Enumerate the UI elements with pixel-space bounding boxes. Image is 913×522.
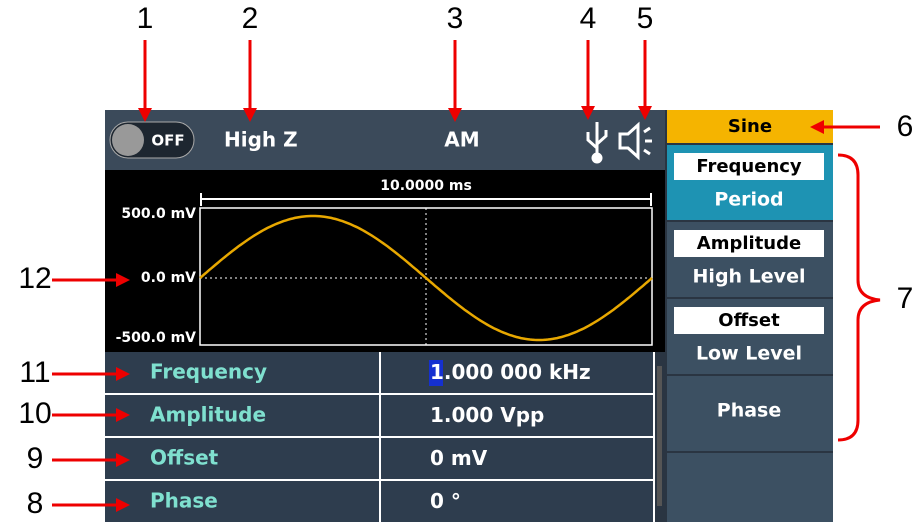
arrow-head [116,367,130,381]
arrow-head [116,273,130,287]
param-name: Phase [150,489,218,513]
mode-label: AM [444,128,479,152]
toggle-label: OFF [151,132,184,150]
arrow-head [581,106,595,120]
span-marker [200,193,652,206]
menu-alternate: Period [714,189,783,211]
menu-alternate: Low Level [696,343,802,365]
menu-title-bg [667,110,833,143]
cursor-digit: 1 [430,360,444,384]
y-label: -500.0 mV [116,330,197,346]
menu-alternate: High Level [693,266,806,288]
y-label: 500.0 mV [121,206,196,222]
callout-number: 9 [27,442,44,475]
value-text: .000 000 kHz [444,360,591,384]
param-name-cell[interactable] [105,352,379,393]
param-name: Frequency [150,360,267,384]
scrollbar [657,366,662,506]
param-name-cell[interactable] [105,395,379,436]
menu-label: Phase [717,400,781,422]
param-value-cell[interactable] [381,352,653,393]
menu-title: Sine [728,116,772,137]
arrow-head [116,498,130,512]
speaker-icon [618,121,652,161]
toggle-knob [112,124,144,156]
param-name: Offset [150,446,219,470]
callout-number: 10 [18,397,51,430]
param-name: Amplitude [150,403,266,427]
menu-selected: Offset [718,310,780,331]
arrow-head [138,108,152,122]
menu-selected: Amplitude [697,233,801,254]
value-text: 1.000 Vpp [430,403,544,427]
menu-selected: Frequency [696,156,802,177]
brace [837,153,881,442]
param-value: 0 mV [430,446,488,470]
menu-item[interactable] [667,376,833,451]
menu-selected-box [674,307,824,334]
param-name-cell[interactable] [105,481,379,522]
param-value-cell[interactable] [381,438,653,479]
sine-wave [199,214,653,342]
callout-number: 7 [897,282,913,315]
param-value-cell[interactable] [381,481,653,522]
callout-number: 2 [242,2,259,35]
param-value: 1.000 000 kHz [430,360,591,384]
cursor-bg [429,360,443,386]
arrow-head [116,408,130,422]
callout-number: 5 [637,2,654,35]
callout-number: 12 [18,262,51,295]
menu-selected-box [674,230,824,257]
menu-item[interactable] [667,453,833,522]
param-name-cell[interactable] [105,438,379,479]
value-text: 0 ° [430,489,461,513]
value-text: 0 mV [430,446,488,470]
callout-number: 8 [27,487,44,520]
callout-number: 11 [19,356,50,389]
arrow-head [116,453,130,467]
arrow-head [810,120,824,134]
status-bar [105,110,665,170]
callout-number: 3 [447,2,464,35]
waveform-area [105,170,665,352]
y-label: 0.0 mV [141,270,196,286]
arrow-head [243,108,257,122]
param-value: 0 ° [430,489,461,513]
menu-selected-box [674,153,824,180]
param-value-cell[interactable] [381,395,653,436]
time-span: 10.0000 ms [380,178,472,194]
arrow-head [448,108,462,122]
callout-number: 1 [137,2,154,35]
usb-icon [586,122,608,164]
param-value: 1.000 Vpp [430,403,544,427]
load-label: High Z [224,128,298,152]
arrow-head [638,106,652,120]
callout-number: 4 [580,2,597,35]
callout-number: 6 [897,110,913,143]
